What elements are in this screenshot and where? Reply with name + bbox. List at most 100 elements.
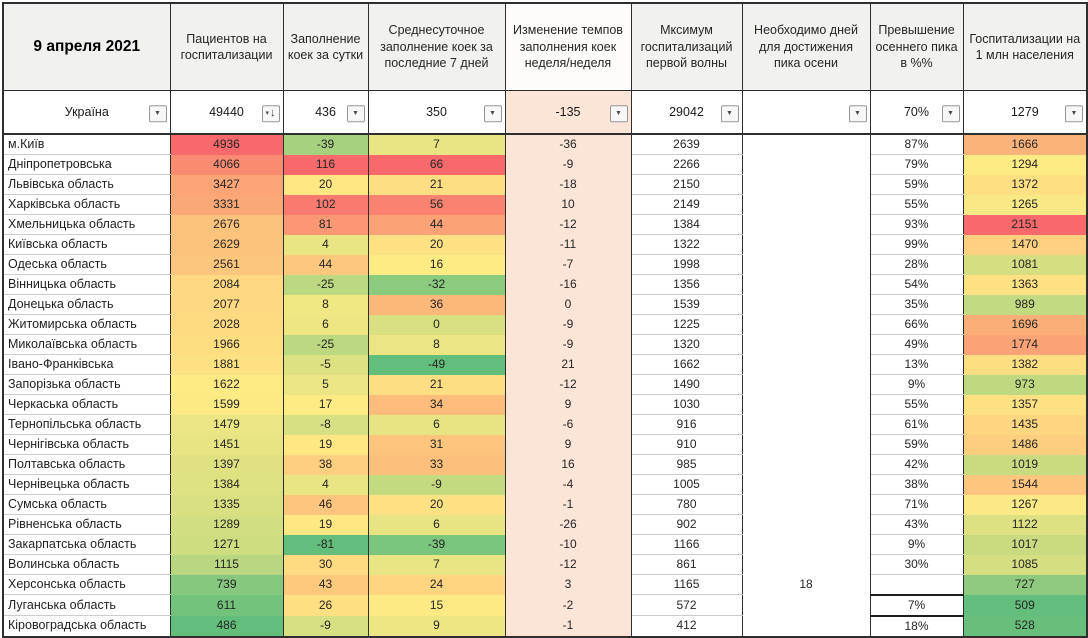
cell-exceed-peak[interactable]: 79% — [869, 154, 964, 175]
cell-per-million[interactable]: 1081 — [962, 254, 1088, 275]
cell-per-million[interactable]: 1382 — [962, 354, 1088, 375]
cell-max-wave1[interactable]: 1384 — [630, 214, 743, 235]
region-cell[interactable]: Донецька область — [2, 294, 171, 315]
cell-exceed-peak[interactable]: 66% — [869, 314, 964, 335]
region-cell[interactable]: Полтавська область — [2, 454, 171, 475]
cell-avg7[interactable]: 20 — [367, 494, 506, 515]
cell-exceed-peak[interactable]: 49% — [869, 334, 964, 355]
cell-per-million[interactable]: 2151 — [962, 214, 1088, 235]
cell-avg7[interactable]: 33 — [367, 454, 506, 475]
cell-patients[interactable]: 2676 — [169, 214, 284, 235]
cell-change[interactable]: -9 — [504, 314, 632, 335]
filter-cell-max-wave1[interactable]: 29042 ▼ — [630, 90, 743, 135]
cell-max-wave1[interactable]: 1662 — [630, 354, 743, 375]
cell-daily-beds[interactable]: 44 — [282, 254, 369, 275]
cell-per-million[interactable]: 973 — [962, 374, 1088, 395]
cell-avg7[interactable]: -32 — [367, 274, 506, 295]
cell-daily-beds[interactable]: -81 — [282, 534, 369, 555]
region-cell[interactable]: м.Київ — [2, 134, 171, 155]
cell-avg7[interactable]: 16 — [367, 254, 506, 275]
cell-daily-beds[interactable]: 17 — [282, 394, 369, 415]
cell-change[interactable]: -18 — [504, 174, 632, 195]
cell-daily-beds[interactable]: 6 — [282, 314, 369, 335]
region-cell[interactable]: Дніпропетровська — [2, 154, 171, 175]
cell-change[interactable]: 0 — [504, 294, 632, 315]
cell-patients[interactable]: 2028 — [169, 314, 284, 335]
cell-exceed-peak[interactable]: 71% — [869, 494, 964, 515]
cell-change[interactable]: -12 — [504, 374, 632, 395]
cell-patients[interactable]: 1384 — [169, 474, 284, 495]
cell-daily-beds[interactable]: 30 — [282, 554, 369, 575]
filter-cell-days-to-peak[interactable]: ▼ — [741, 90, 871, 135]
cell-avg7[interactable]: 15 — [367, 594, 506, 616]
cell-max-wave1[interactable]: 1320 — [630, 334, 743, 355]
cell-patients[interactable]: 4066 — [169, 154, 284, 175]
cell-avg7[interactable]: -39 — [367, 534, 506, 555]
cell-max-wave1[interactable]: 1998 — [630, 254, 743, 275]
cell-avg7[interactable]: 7 — [367, 134, 506, 155]
cell-change[interactable]: 10 — [504, 194, 632, 215]
filter-button-exceed[interactable]: ▼ — [941, 105, 960, 123]
cell-daily-beds[interactable]: 19 — [282, 514, 369, 535]
cell-max-wave1[interactable]: 2149 — [630, 194, 743, 215]
cell-change[interactable]: 9 — [504, 394, 632, 415]
cell-daily-beds[interactable]: -9 — [282, 615, 369, 637]
cell-max-wave1[interactable]: 1490 — [630, 374, 743, 395]
cell-per-million[interactable]: 989 — [962, 294, 1088, 315]
cell-days-to-peak[interactable] — [741, 374, 871, 395]
cell-avg7[interactable]: 66 — [367, 154, 506, 175]
cell-patients[interactable]: 1115 — [169, 554, 284, 575]
region-cell[interactable]: Волинська область — [2, 554, 171, 575]
filter-cell-daily[interactable]: 436 ▼ — [282, 90, 369, 135]
cell-patients[interactable]: 2077 — [169, 294, 284, 315]
cell-change[interactable]: 9 — [504, 434, 632, 455]
cell-avg7[interactable]: -9 — [367, 474, 506, 495]
cell-exceed-peak[interactable]: 13% — [869, 354, 964, 375]
cell-avg7[interactable]: 0 — [367, 314, 506, 335]
cell-max-wave1[interactable]: 1225 — [630, 314, 743, 335]
cell-exceed-peak[interactable]: 43% — [869, 514, 964, 535]
cell-patients[interactable]: 4936 — [169, 134, 284, 155]
region-cell[interactable]: Чернівецька область — [2, 474, 171, 495]
cell-days-to-peak[interactable] — [741, 434, 871, 455]
cell-days-to-peak[interactable] — [741, 454, 871, 475]
cell-per-million[interactable]: 509 — [962, 594, 1088, 616]
cell-avg7[interactable]: 20 — [367, 234, 506, 255]
cell-exceed-peak[interactable]: 38% — [869, 474, 964, 495]
region-cell[interactable]: Київська область — [2, 234, 171, 255]
cell-change[interactable]: -12 — [504, 554, 632, 575]
cell-max-wave1[interactable]: 1165 — [630, 574, 743, 595]
cell-max-wave1[interactable]: 902 — [630, 514, 743, 535]
cell-change[interactable]: -16 — [504, 274, 632, 295]
cell-avg7[interactable]: 6 — [367, 414, 506, 435]
cell-max-wave1[interactable]: 1356 — [630, 274, 743, 295]
region-cell[interactable]: Житомирська область — [2, 314, 171, 335]
filter-button-per-million[interactable]: ▼ — [1065, 105, 1083, 123]
cell-days-to-peak[interactable] — [741, 174, 871, 195]
cell-avg7[interactable]: 21 — [367, 374, 506, 395]
cell-daily-beds[interactable]: 5 — [282, 374, 369, 395]
region-cell[interactable]: Закарпатська область — [2, 534, 171, 555]
cell-max-wave1[interactable]: 780 — [630, 494, 743, 515]
region-cell[interactable]: Львівська область — [2, 174, 171, 195]
cell-per-million[interactable]: 1470 — [962, 234, 1088, 255]
region-cell[interactable]: Рівненська область — [2, 514, 171, 535]
cell-daily-beds[interactable]: 116 — [282, 154, 369, 175]
cell-patients[interactable]: 486 — [169, 615, 284, 637]
cell-max-wave1[interactable]: 572 — [630, 594, 743, 616]
cell-max-wave1[interactable]: 916 — [630, 414, 743, 435]
cell-patients[interactable]: 1335 — [169, 494, 284, 515]
cell-change[interactable]: -1 — [504, 615, 632, 637]
cell-exceed-peak[interactable]: 93% — [869, 214, 964, 235]
cell-daily-beds[interactable]: 19 — [282, 434, 369, 455]
cell-per-million[interactable]: 1017 — [962, 534, 1088, 555]
filter-cell-avg7[interactable]: 350 ▼ — [367, 90, 506, 135]
region-cell[interactable]: Івано-Франківська — [2, 354, 171, 375]
cell-change[interactable]: -12 — [504, 214, 632, 235]
region-cell[interactable]: Черкаська область — [2, 394, 171, 415]
cell-patients[interactable]: 611 — [169, 594, 284, 616]
cell-days-to-peak[interactable] — [741, 474, 871, 495]
cell-per-million[interactable]: 1774 — [962, 334, 1088, 355]
cell-avg7[interactable]: 31 — [367, 434, 506, 455]
cell-days-to-peak[interactable] — [741, 314, 871, 335]
